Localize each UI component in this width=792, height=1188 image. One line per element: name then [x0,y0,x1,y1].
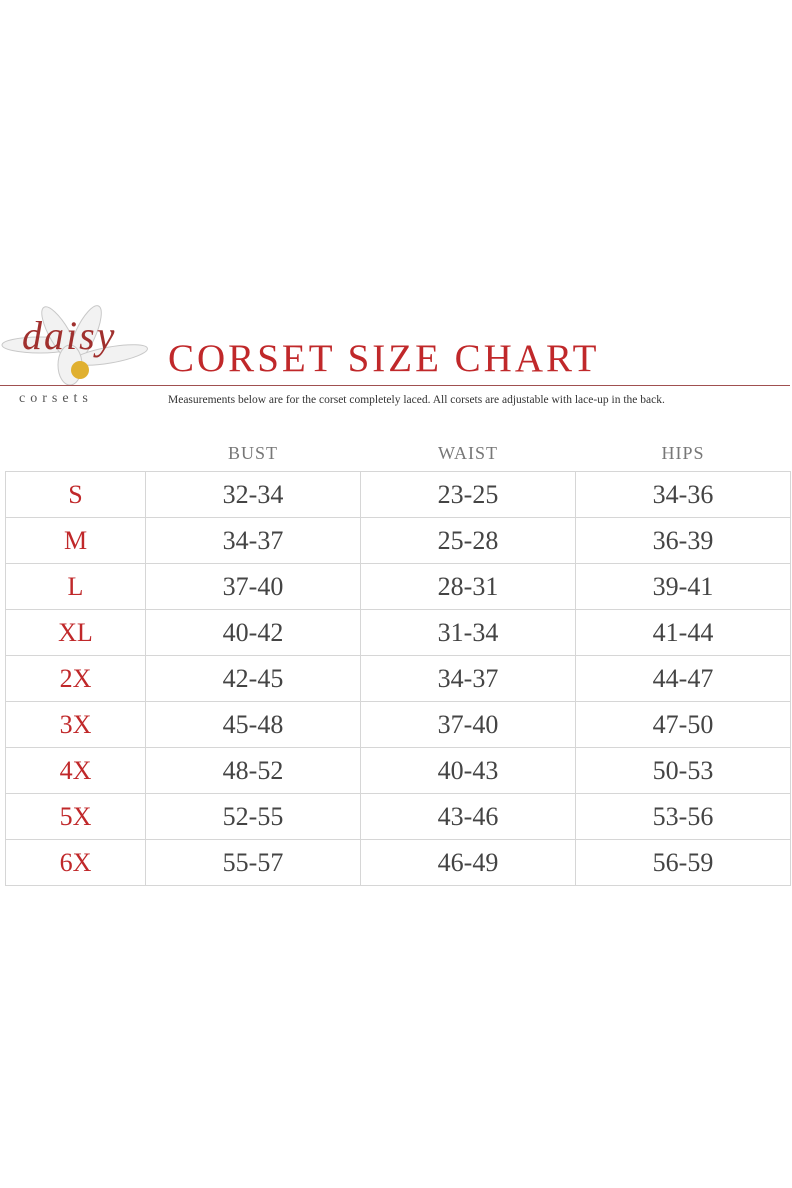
table-row: 5X 52-55 43-46 53-56 [5,793,791,840]
measure-cell: 32-34 [145,471,361,518]
size-cell: 6X [5,839,146,886]
column-header: BUST [227,443,278,463]
measure-cell: 34-37 [145,517,361,564]
table-row: M 34-37 25-28 36-39 [5,517,791,564]
size-cell: 4X [5,747,146,794]
measure-cell: 52-55 [145,793,361,840]
measure-cell: 53-56 [575,793,791,840]
measure-cell: 25-28 [360,517,576,564]
table-row: 3X 45-48 37-40 47-50 [5,701,791,748]
column-header: HIPS [661,443,705,463]
measure-cell: 43-46 [360,793,576,840]
table-row: L 37-40 28-31 39-41 [5,563,791,610]
size-cell: 2X [5,655,146,702]
measure-cell: 40-43 [360,747,576,794]
measure-cell: 31-34 [360,609,576,656]
measure-cell: 42-45 [145,655,361,702]
logo-sub: corsets [19,391,93,406]
logo-script: daisy [22,313,117,358]
measure-cell: 37-40 [145,563,361,610]
logo-flower [1,305,148,386]
title: CORSET SIZE CHART [168,337,600,380]
size-cell: M [5,517,146,564]
measure-cell: 40-42 [145,609,361,656]
size-table: BUST WAIST HIPS S 32-34 23-25 34-36 M 34-37 25-2… [5,436,791,886]
measure-cell: 55-57 [145,839,361,886]
measure-cell: 23-25 [360,471,576,518]
blank-header [6,436,146,472]
header-row: BUST WAIST HIPS [6,436,791,472]
measure-cell: 36-39 [575,517,791,564]
title-rule [0,385,790,386]
subtitle: Measurements below are for the corset co… [168,394,665,406]
measure-cell: 46-49 [360,839,576,886]
column-header: WAIST [438,443,498,463]
measure-cell: 56-59 [575,839,791,886]
size-cell: 3X [5,701,146,748]
measure-cell: 44-47 [575,655,791,702]
measure-cell: 34-36 [575,471,791,518]
table-row: 6X 55-57 46-49 56-59 [5,839,791,886]
measure-cell: 37-40 [360,701,576,748]
measure-cell: 41-44 [575,609,791,656]
measure-cell: 48-52 [145,747,361,794]
table-row: XL 40-42 31-34 41-44 [5,609,791,656]
size-cell: S [5,471,146,518]
measure-cell: 28-31 [360,563,576,610]
table-row: 2X 42-45 34-37 44-47 [5,655,791,702]
measure-cell: 34-37 [360,655,576,702]
measure-cell: 50-53 [575,747,791,794]
size-cell: XL [5,609,146,656]
size-cell: L [5,563,146,610]
size-cell: 5X [5,793,146,840]
table-row: S 32-34 23-25 34-36 [5,471,791,518]
measure-cell: 39-41 [575,563,791,610]
table-row: 4X 48-52 40-43 50-53 [5,747,791,794]
measure-cell: 47-50 [575,701,791,748]
measure-cell: 45-48 [145,701,361,748]
